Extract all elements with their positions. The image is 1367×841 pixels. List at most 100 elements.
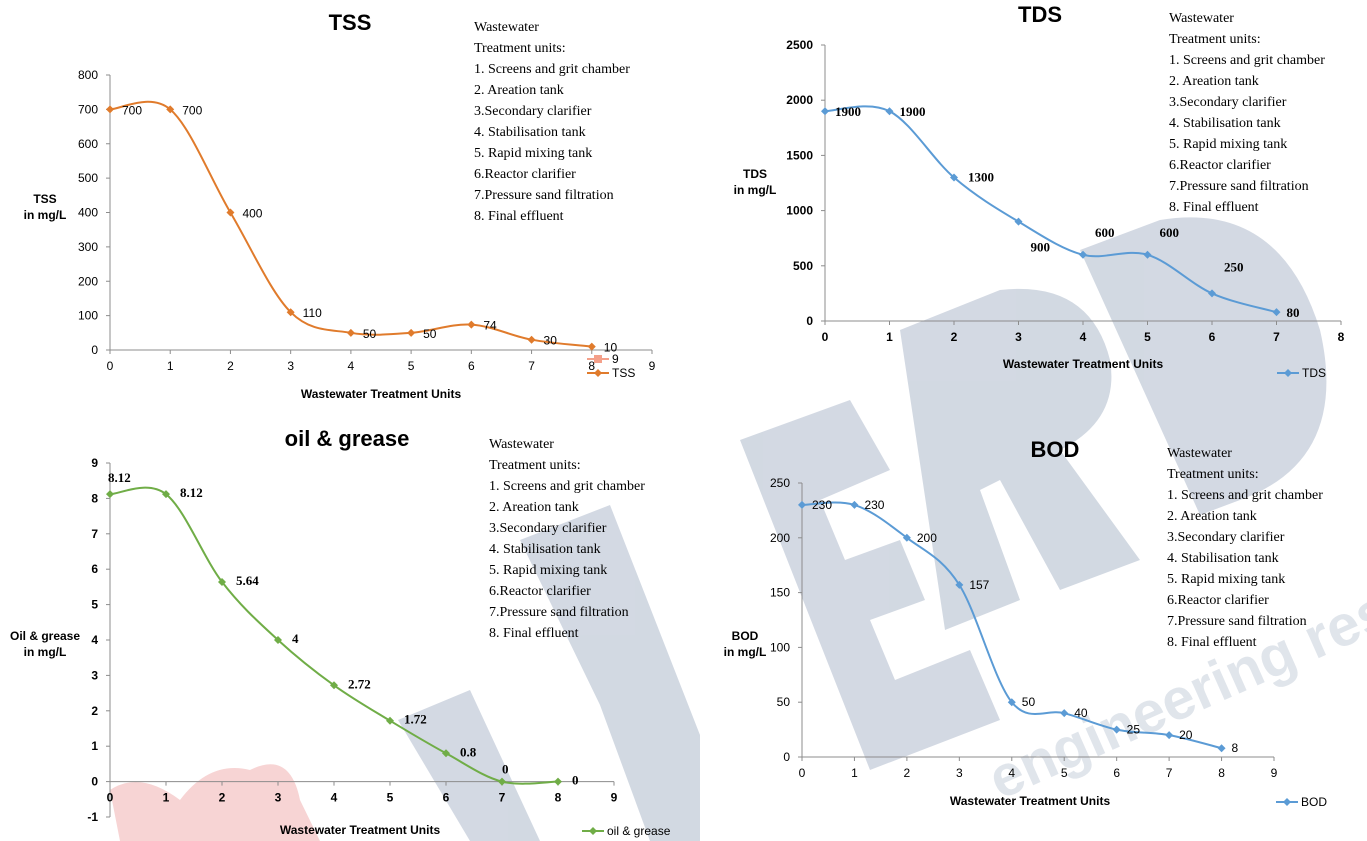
legend-entry: TDS [1302, 366, 1326, 380]
x-tick-label: 2 [904, 766, 911, 780]
y-tick-label: 1000 [786, 204, 813, 218]
data-point [166, 105, 175, 114]
data-label: 5.64 [236, 573, 259, 588]
data-label: 250 [1224, 259, 1244, 274]
y-tick-label: 0 [783, 750, 790, 764]
y-tick-label: 4 [91, 633, 98, 647]
y-tick-label: 700 [78, 102, 98, 116]
data-label: 25 [1127, 723, 1141, 737]
data-point [554, 777, 562, 786]
data-label: 50 [423, 327, 437, 341]
data-label: 157 [969, 578, 989, 592]
notes-item: 1. Screens and grit chamber [1167, 488, 1323, 503]
y-axis-label: TSS [33, 192, 56, 206]
data-label: 8 [1232, 741, 1239, 755]
y-tick-label: 400 [78, 206, 98, 220]
data-label: 1.72 [404, 712, 427, 727]
y-tick-label: 200 [78, 274, 98, 288]
data-point [902, 533, 911, 542]
data-label: 50 [1022, 695, 1036, 709]
y-tick-label: -1 [87, 810, 98, 824]
data-point [1165, 731, 1174, 740]
x-tick-label: 3 [287, 359, 294, 373]
data-label: 1900 [835, 104, 861, 119]
data-point [821, 107, 829, 116]
data-point [1217, 744, 1226, 753]
x-tick-label: 5 [1061, 766, 1068, 780]
notes-heading: Treatment units: [1167, 467, 1259, 482]
notes-item: 5. Rapid mixing tank [489, 563, 607, 578]
notes-heading: Wastewater [489, 437, 554, 452]
notes-heading: Treatment units: [1169, 32, 1261, 47]
chart-tss: TSS 0 100 200 300 400 500 600 700 800 0 1 2 3 4 5 6 7 8 9 Wa… [24, 10, 656, 401]
data-label: 40 [1074, 706, 1088, 720]
data-label: 1300 [968, 169, 994, 184]
data-label: 74 [483, 319, 497, 333]
data-point [1208, 289, 1216, 298]
x-tick-label: 7 [1273, 330, 1280, 344]
x-tick-label: 7 [528, 359, 535, 373]
notes-item: 1. Screens and grit chamber [474, 62, 630, 77]
x-tick-label: 8 [1218, 766, 1225, 780]
data-point [218, 577, 226, 586]
y-tick-label: 0 [806, 314, 813, 328]
x-tick-label: 0 [107, 359, 114, 373]
notes-item: 2. Areation tank [489, 500, 579, 515]
notes-item: 6.Reactor clarifier [489, 584, 591, 599]
notes-item: 5. Rapid mixing tank [1169, 137, 1287, 152]
x-tick-label: 7 [499, 791, 506, 805]
data-point [1272, 308, 1281, 317]
x-axis-label: Wastewater Treatment Units [280, 823, 441, 837]
y-tick-label: 100 [78, 309, 98, 323]
notes-heading: Treatment units: [489, 458, 581, 473]
data-label: 1900 [900, 104, 926, 119]
x-axis-label: Wastewater Treatment Units [301, 387, 462, 401]
data-label: 20 [1179, 728, 1193, 742]
legend-entry: oil & grease [607, 824, 671, 838]
x-tick-label: 2 [951, 330, 958, 344]
data-label: 0 [572, 773, 579, 788]
watermark-logo-mark [110, 764, 320, 841]
notes-item: 6.Reactor clarifier [1167, 593, 1269, 608]
data-point [885, 107, 894, 116]
notes-item: 8. Final effluent [1169, 200, 1259, 215]
legend-marker [1284, 369, 1292, 377]
data-point [1143, 250, 1152, 259]
watermark-letter-d [1080, 217, 1327, 516]
data-label: 230 [812, 498, 832, 512]
data-point [106, 105, 114, 114]
watermark-letter-j [520, 505, 700, 841]
x-tick-label: 5 [408, 359, 415, 373]
chart-tds: TDS 0 500 1000 1500 2000 2500 0 1 2 3 4 5 6 7 8 Wastewat… [734, 2, 1345, 380]
data-point [346, 328, 355, 337]
y-tick-label: 1 [91, 739, 98, 753]
data-label: 30 [544, 334, 558, 348]
x-tick-label: 0 [822, 330, 829, 344]
data-point [442, 749, 450, 758]
x-tick-label: 2 [227, 359, 234, 373]
y-tick-label: 9 [91, 456, 98, 470]
y-tick-label: 2000 [786, 93, 813, 107]
data-label: 400 [242, 207, 262, 221]
data-label: 8.12 [108, 470, 131, 485]
data-point [955, 580, 964, 589]
data-point [162, 490, 170, 499]
chart-bod: BOD 0 50 100 150 200 250 0 1 2 3 4 5 6 7 8 9 Wastewater T… [724, 437, 1328, 809]
x-tick-label: 9 [1271, 766, 1278, 780]
data-point [498, 777, 506, 786]
data-label: 10 [604, 341, 618, 355]
y-tick-label: 50 [777, 695, 791, 709]
notes-item: 7.Pressure sand filtration [474, 188, 614, 203]
notes-heading: Wastewater [1167, 446, 1232, 461]
data-point [467, 320, 476, 329]
data-label: 230 [864, 498, 884, 512]
x-tick-label: 8 [1338, 330, 1345, 344]
y-tick-label: 300 [78, 240, 98, 254]
notes-item: 8. Final effluent [474, 209, 564, 224]
notes-heading: Treatment units: [474, 41, 566, 56]
data-label: 8.12 [180, 485, 203, 500]
y-axis-label: in mg/L [24, 645, 67, 659]
data-label: 4 [292, 631, 299, 646]
y-tick-label: 7 [91, 527, 98, 541]
data-point [1112, 725, 1121, 734]
